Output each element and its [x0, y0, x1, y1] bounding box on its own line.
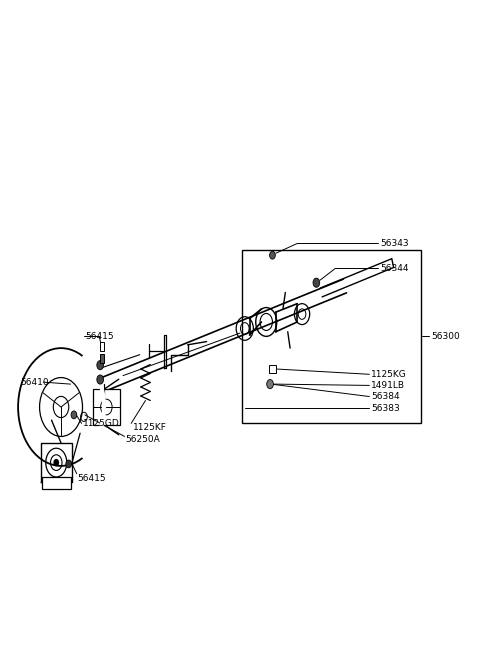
Text: 1491LB: 1491LB: [371, 381, 405, 390]
Circle shape: [71, 411, 77, 419]
Bar: [42, 477, 71, 489]
Text: 56415: 56415: [85, 332, 114, 341]
Circle shape: [97, 361, 104, 370]
Bar: [242, 250, 421, 423]
Text: 56250A: 56250A: [125, 435, 160, 444]
Text: 56415: 56415: [78, 474, 107, 484]
Text: 56383: 56383: [371, 404, 400, 413]
Bar: [100, 354, 105, 363]
Circle shape: [97, 375, 104, 384]
Circle shape: [66, 460, 72, 468]
Bar: [100, 342, 105, 351]
Circle shape: [270, 251, 276, 259]
Text: 56343: 56343: [381, 239, 409, 248]
Circle shape: [53, 396, 69, 418]
Bar: [269, 365, 276, 373]
Text: 56300: 56300: [431, 332, 460, 341]
Circle shape: [267, 380, 274, 389]
Text: 56410: 56410: [21, 378, 49, 387]
Text: 56384: 56384: [371, 392, 400, 401]
Text: 1125KG: 1125KG: [371, 370, 407, 379]
Text: 56344: 56344: [381, 264, 409, 273]
Text: 1125KF: 1125KF: [132, 424, 167, 432]
Circle shape: [54, 459, 59, 466]
Circle shape: [313, 278, 320, 287]
Bar: [93, 389, 120, 425]
Text: 1125GD: 1125GD: [83, 419, 119, 428]
